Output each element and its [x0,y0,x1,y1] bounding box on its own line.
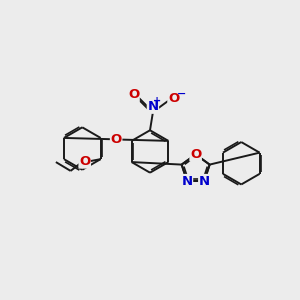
Text: O: O [190,148,201,161]
Text: O: O [79,155,90,168]
Text: N: N [182,175,193,188]
Text: N: N [199,175,210,188]
Text: +: + [153,96,161,106]
Text: O: O [168,92,179,105]
Text: O: O [128,88,139,101]
Text: O: O [110,133,122,146]
Text: −: − [177,89,186,99]
Text: N: N [147,100,158,113]
